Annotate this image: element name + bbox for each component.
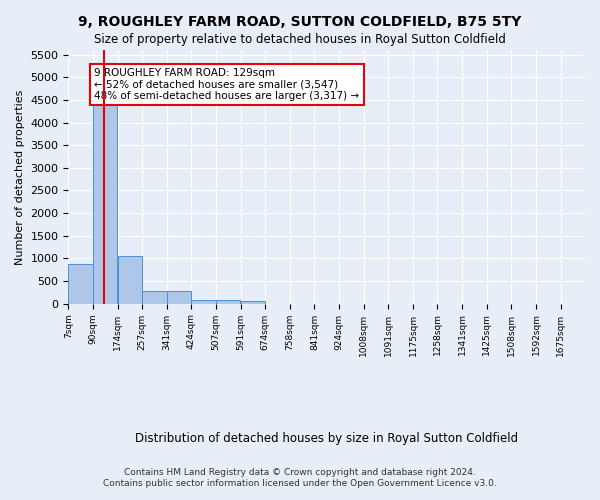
Text: Contains HM Land Registry data © Crown copyright and database right 2024.
Contai: Contains HM Land Registry data © Crown c… [103,468,497,487]
Bar [68,264,93,304]
Text: 9 ROUGHLEY FARM ROAD: 129sqm
← 52% of detached houses are smaller (3,547)
48% of: 9 ROUGHLEY FARM ROAD: 129sqm ← 52% of de… [94,68,359,102]
Bar [216,300,241,304]
Bar [118,256,142,304]
Y-axis label: Number of detached properties: Number of detached properties [15,89,25,264]
Text: 9, ROUGHLEY FARM ROAD, SUTTON COLDFIELD, B75 5TY: 9, ROUGHLEY FARM ROAD, SUTTON COLDFIELD,… [79,15,521,29]
Bar [191,300,216,304]
Bar [241,301,265,304]
Bar [93,97,118,304]
Bar [142,291,167,304]
Bar [167,291,191,304]
X-axis label: Distribution of detached houses by size in Royal Sutton Coldfield: Distribution of detached houses by size … [135,432,518,445]
Text: Size of property relative to detached houses in Royal Sutton Coldfield: Size of property relative to detached ho… [94,32,506,46]
